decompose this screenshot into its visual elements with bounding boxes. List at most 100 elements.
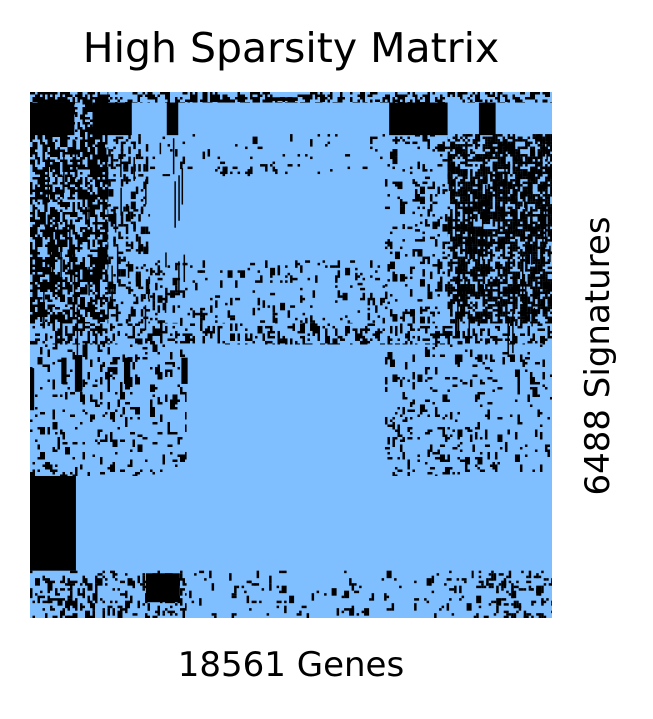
nonzero-entry (108, 204, 111, 207)
nonzero-entry (462, 264, 466, 272)
nonzero-entry (455, 261, 458, 265)
nonzero-entry (492, 156, 496, 160)
nonzero-entry (510, 316, 513, 320)
nonzero-entry (340, 102, 343, 103)
nonzero-entry (160, 401, 163, 405)
nonzero-entry (495, 246, 498, 250)
nonzero-entry (95, 314, 98, 317)
nonzero-entry (42, 212, 45, 215)
nonzero-entry (547, 234, 551, 237)
nonzero-entry (377, 99, 380, 102)
nonzero-entry (550, 181, 552, 185)
nonzero-entry (120, 214, 124, 217)
nonzero-entry (525, 206, 528, 210)
nonzero-entry (462, 154, 466, 157)
nonzero-entry (65, 279, 68, 282)
nonzero-entry (535, 259, 541, 262)
nonzero-entry (296, 613, 302, 616)
nonzero-entry (500, 196, 503, 200)
nonzero-entry (70, 279, 73, 282)
nonzero-entry (250, 92, 253, 100)
nonzero-entry (70, 147, 73, 150)
nonzero-entry (67, 167, 70, 170)
nonzero-entry (462, 102, 465, 103)
nonzero-entry (100, 598, 103, 601)
nonzero-entry (42, 122, 45, 125)
nonzero-entry (455, 330, 458, 339)
nonzero-entry (375, 149, 378, 152)
nonzero-entry (477, 159, 483, 162)
nonzero-entry (72, 244, 75, 247)
nonzero-entry (60, 229, 63, 232)
nonzero-entry (542, 166, 546, 170)
nonzero-entry (142, 580, 148, 584)
nonzero-entry (105, 154, 108, 162)
nonzero-entry (502, 136, 506, 140)
nonzero-entry (525, 269, 528, 272)
nonzero-entry (40, 323, 45, 326)
nonzero-entry (434, 244, 438, 247)
nonzero-entry (412, 469, 415, 472)
nonzero-entry (460, 136, 463, 140)
nonzero-entry (135, 376, 140, 385)
nonzero-entry (32, 600, 35, 604)
nonzero-entry (105, 202, 108, 210)
nonzero-entry (80, 289, 83, 292)
nonzero-entry (382, 99, 385, 103)
nonzero-entry (50, 152, 53, 155)
nonzero-entry (474, 464, 478, 467)
nonzero-entry (462, 289, 466, 297)
nonzero-entry (45, 344, 48, 347)
nonzero-entry (530, 166, 536, 175)
nonzero-entry (87, 187, 93, 190)
nonzero-entry (165, 600, 170, 604)
nonzero-entry (409, 171, 413, 175)
nonzero-entry (447, 454, 450, 462)
nonzero-entry (505, 219, 508, 227)
nonzero-entry (77, 217, 83, 220)
nonzero-entry (545, 149, 548, 152)
nonzero-entry (472, 92, 475, 95)
nonzero-entry (472, 316, 476, 320)
nonzero-entry (72, 202, 75, 210)
nonzero-entry (55, 333, 58, 336)
nonzero-entry (70, 149, 73, 157)
nonzero-entry (52, 142, 55, 150)
nonzero-entry (47, 312, 50, 315)
nonzero-entry (117, 333, 120, 336)
nonzero-entry (514, 454, 520, 462)
nonzero-entry (395, 343, 400, 345)
nonzero-entry (185, 369, 187, 372)
nonzero-entry (133, 224, 136, 232)
nonzero-entry (100, 349, 103, 352)
nonzero-entry (540, 276, 543, 280)
nonzero-entry (147, 333, 153, 341)
nonzero-entry (502, 156, 506, 160)
nonzero-entry (95, 102, 98, 105)
nonzero-streak (74, 140, 77, 179)
nonzero-entry (515, 206, 518, 210)
nonzero-entry (539, 411, 543, 415)
nonzero-entry (531, 603, 534, 606)
nonzero-entry (337, 270, 341, 278)
nonzero-entry (175, 431, 178, 435)
nonzero-entry (500, 314, 503, 317)
nonzero-entry (392, 99, 395, 103)
nonzero-entry (80, 229, 83, 232)
nonzero-entry (495, 249, 498, 252)
nonzero-entry (100, 309, 105, 312)
nonzero-entry (95, 194, 100, 197)
nonzero-entry (507, 256, 513, 260)
nonzero-entry (95, 259, 98, 267)
nonzero-entry (370, 99, 373, 103)
nonzero-entry (452, 276, 456, 280)
nonzero-entry (527, 306, 531, 315)
nonzero-entry (477, 274, 481, 277)
nonzero-entry (490, 276, 493, 280)
nonzero-entry (459, 598, 462, 601)
nonzero-entry (322, 325, 325, 329)
nonzero-entry (155, 262, 158, 266)
nonzero-entry (508, 593, 512, 596)
nonzero-entry (162, 598, 168, 601)
nonzero-entry (92, 277, 95, 285)
